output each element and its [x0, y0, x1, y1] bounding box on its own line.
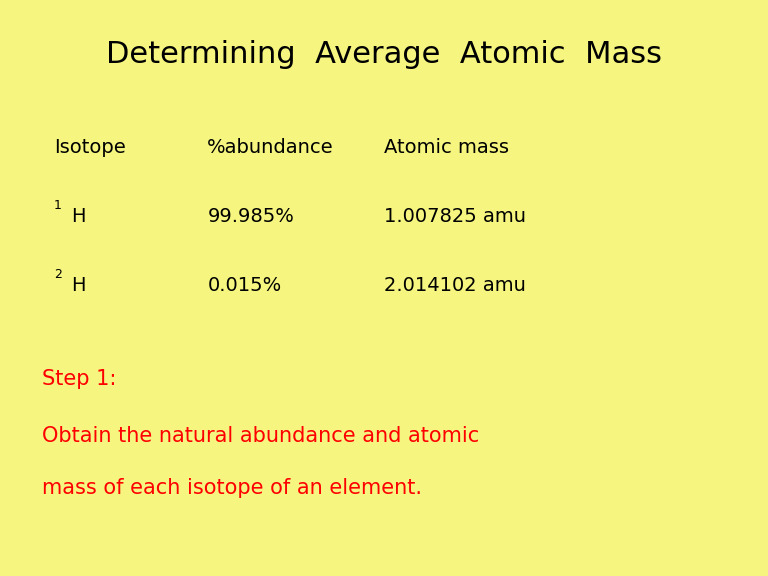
Text: 2: 2 — [54, 268, 61, 281]
Text: 1.007825 amu: 1.007825 amu — [384, 207, 526, 226]
Text: mass of each isotope of an element.: mass of each isotope of an element. — [42, 478, 422, 498]
Text: H: H — [71, 207, 85, 226]
Text: Obtain the natural abundance and atomic: Obtain the natural abundance and atomic — [42, 426, 479, 446]
Text: Determining  Average  Atomic  Mass: Determining Average Atomic Mass — [106, 40, 662, 69]
Text: H: H — [71, 276, 85, 295]
Text: 1: 1 — [54, 199, 61, 212]
Text: 2.014102 amu: 2.014102 amu — [384, 276, 526, 295]
Text: %abundance: %abundance — [207, 138, 334, 157]
Text: Step 1:: Step 1: — [42, 369, 117, 389]
Text: 99.985%: 99.985% — [207, 207, 294, 226]
Text: Atomic mass: Atomic mass — [384, 138, 509, 157]
Text: Isotope: Isotope — [54, 138, 125, 157]
Text: 0.015%: 0.015% — [207, 276, 282, 295]
